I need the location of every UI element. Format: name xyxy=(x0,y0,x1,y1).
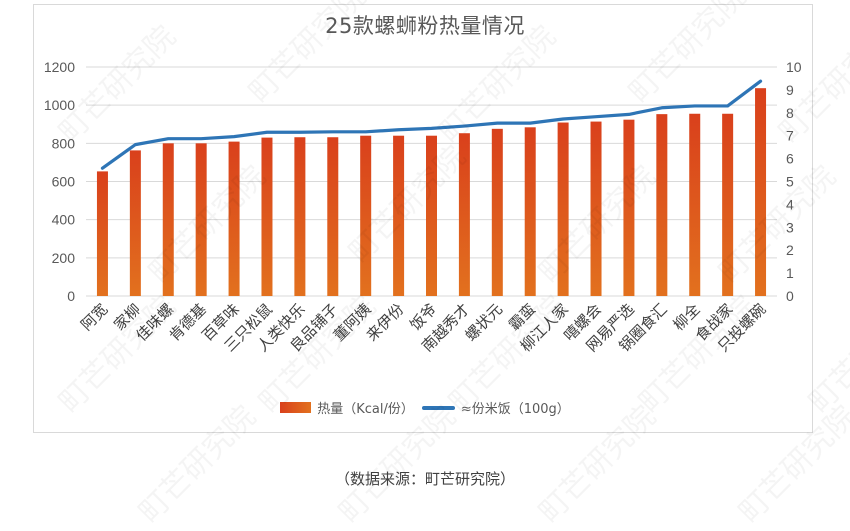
calorie-bar xyxy=(195,143,207,296)
y-right-tick-label: 1 xyxy=(786,265,794,281)
y-right-tick-label: 7 xyxy=(786,128,794,144)
calorie-bar xyxy=(524,127,536,296)
x-category-label: 阿宽 xyxy=(77,300,111,334)
legend-label-rice: ≈份米饭（100g） xyxy=(460,402,570,417)
x-category-label: 螺状元 xyxy=(462,300,507,345)
legend-item-calories: 热量（Kcal/份） xyxy=(280,398,414,417)
calorie-bar xyxy=(228,141,240,296)
calorie-bar xyxy=(327,137,339,296)
y-right-tick-label: 0 xyxy=(786,288,794,304)
y-right-tick-label: 9 xyxy=(786,82,794,98)
calorie-bar xyxy=(360,135,372,296)
calorie-bar xyxy=(623,119,635,296)
y-right-tick-label: 5 xyxy=(786,174,794,190)
calorie-bar xyxy=(755,88,767,297)
calorie-bar xyxy=(294,137,306,296)
y-right-tick-label: 10 xyxy=(786,59,802,75)
calorie-bar xyxy=(129,150,141,296)
calorie-bar xyxy=(162,143,174,296)
legend-label-calories: 热量（Kcal/份） xyxy=(317,402,414,417)
y-left-tick-label: 1000 xyxy=(44,97,75,113)
data-source-note: （数据来源：町芒研究院） xyxy=(334,470,515,488)
chart-title: 25款螺蛳粉热量情况 xyxy=(325,14,525,38)
calorie-bar xyxy=(590,121,602,296)
calorie-bar xyxy=(261,137,273,296)
calorie-bar xyxy=(426,135,437,296)
y-right-tick-label: 3 xyxy=(786,219,794,235)
bar-swatch-icon xyxy=(280,402,312,413)
y-left-tick-label: 600 xyxy=(52,174,76,190)
y-right-tick-label: 2 xyxy=(786,242,794,258)
calorie-bar xyxy=(722,113,734,296)
x-category-label: 来伊份 xyxy=(363,300,408,345)
chart-plot-area: 020040060080010001200012345678910阿宽家柳佳味螺… xyxy=(44,59,802,355)
chart-legend: 热量（Kcal/份） ≈份米饭（100g） xyxy=(0,398,850,417)
y-right-tick-label: 4 xyxy=(786,196,794,212)
y-left-tick-label: 1200 xyxy=(44,59,75,75)
calorie-bar xyxy=(393,135,405,296)
legend-item-rice: ≈份米饭（100g） xyxy=(421,398,570,417)
y-right-tick-label: 8 xyxy=(786,105,794,121)
calorie-bar xyxy=(557,122,569,296)
y-left-tick-label: 400 xyxy=(52,212,76,228)
rice-equivalent-line xyxy=(100,79,763,170)
line-swatch-icon xyxy=(421,405,455,410)
calorie-bar xyxy=(491,128,503,296)
y-right-tick-label: 6 xyxy=(786,151,794,167)
calorie-bar xyxy=(458,133,470,296)
y-left-tick-label: 0 xyxy=(67,288,75,304)
y-left-tick-label: 800 xyxy=(52,135,76,151)
calorie-bar xyxy=(96,171,108,296)
calorie-bar xyxy=(656,114,668,296)
calorie-bar xyxy=(689,113,701,296)
y-left-tick-label: 200 xyxy=(52,250,76,266)
